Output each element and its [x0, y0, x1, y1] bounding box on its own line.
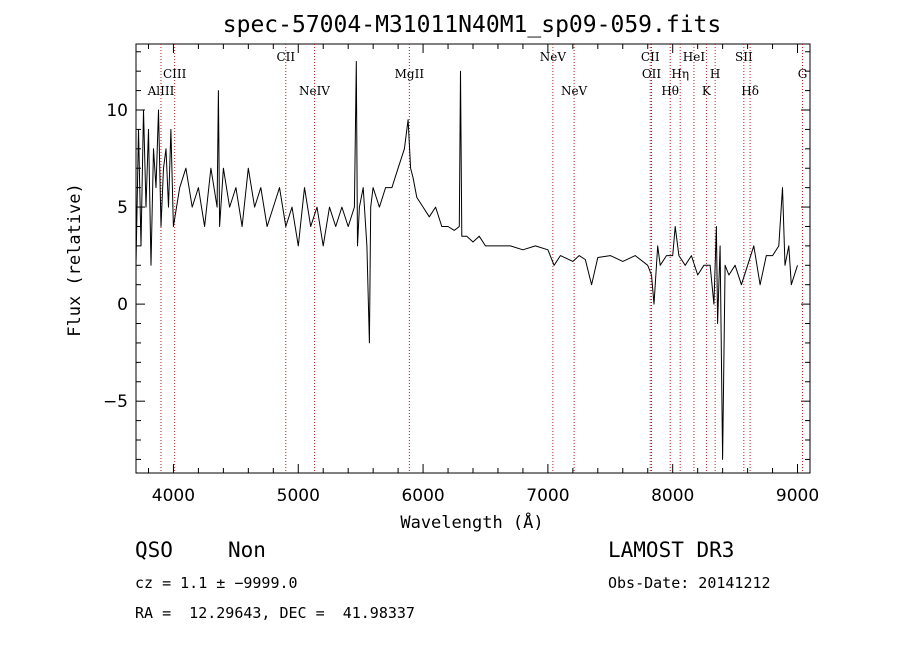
emission-line-label: CII	[276, 50, 295, 64]
emission-line-label: MgII	[395, 67, 425, 81]
emission-line-label: AlIII	[147, 84, 175, 98]
redshift-value: cz = 1.1 ± −9999.0	[135, 574, 298, 592]
x-tick-label: 5000	[277, 486, 320, 506]
y-tick-label: 5	[117, 198, 128, 218]
spectrum-line	[135, 61, 798, 460]
x-tick-label: 8000	[651, 486, 694, 506]
coordinates: RA = 12.29643, DEC = 41.98337	[135, 604, 415, 622]
emission-line-label: CIII	[163, 67, 187, 81]
plot-frame	[135, 43, 811, 474]
y-tick-label: −5	[103, 392, 128, 412]
emission-line-label: Hθ	[661, 84, 679, 98]
emission-line-label: K	[702, 84, 712, 98]
object-subclass: Non	[228, 538, 266, 562]
observation-date: Obs-Date: 20141212	[608, 574, 771, 592]
y-tick-label: 0	[117, 295, 128, 315]
x-axis-label: Wavelength (Å)	[400, 511, 543, 533]
emission-line-label: NeV	[540, 50, 567, 64]
emission-line-markers: AlIII CIII CII NeIV MgII NeV NeV CII OII Hθ Hη HeI K…	[147, 44, 808, 473]
object-class: QSO	[135, 538, 173, 562]
emission-line-label: NeIV	[299, 84, 330, 98]
y-tick-label: 10	[106, 101, 128, 121]
emission-line-label: Hδ	[741, 84, 759, 98]
emission-line-label: SII	[735, 50, 753, 64]
emission-line-label: NeV	[561, 84, 588, 98]
chart-title: spec-57004-M31011N40M1_sp09-059.fits	[223, 12, 722, 38]
emission-line-label: G	[798, 67, 808, 81]
emission-line-label: OII	[642, 67, 662, 81]
emission-line-label: CII	[641, 50, 660, 64]
x-tick-label: 6000	[401, 486, 444, 506]
x-tick-label: 4000	[152, 486, 195, 506]
x-tick-label: 7000	[526, 486, 569, 506]
plot-axes: 4000 5000 6000 7000 8000 9000 −5 0 5 10	[103, 43, 819, 506]
y-axis-label: Flux (relative)	[65, 183, 85, 337]
emission-line-label: Hη	[671, 67, 689, 81]
spectrum-series	[135, 61, 798, 460]
emission-line-label: H	[710, 67, 720, 81]
emission-line-label: HeI	[683, 50, 706, 64]
x-tick-label: 9000	[776, 486, 819, 506]
survey-name: LAMOST DR3	[608, 538, 735, 562]
